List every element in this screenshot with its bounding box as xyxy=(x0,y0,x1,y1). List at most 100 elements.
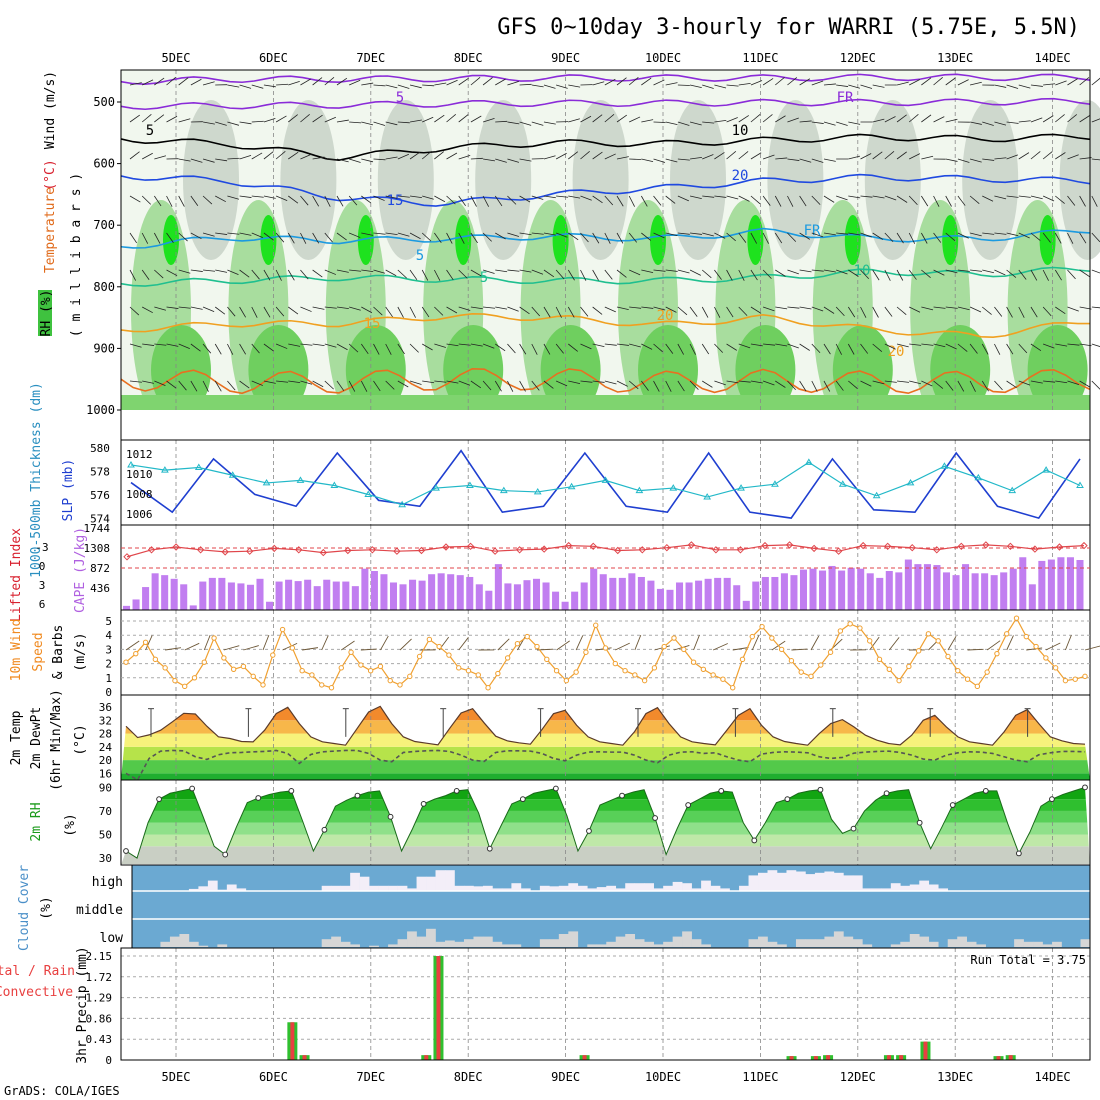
date-label-bottom: 11DEC xyxy=(742,1070,778,1084)
wind-barb xyxy=(775,157,788,160)
wind10m-panel: 012 345 10m Wind Speed & Barbs (m/s) xyxy=(9,609,1100,699)
date-label-bottom: 14DEC xyxy=(1035,1070,1071,1084)
wind-barb xyxy=(884,343,896,350)
wind-barb xyxy=(1042,115,1054,123)
wind-barb xyxy=(568,118,580,123)
wind-barb xyxy=(811,232,824,238)
wind-barb xyxy=(580,232,589,243)
wind-barb xyxy=(507,343,516,354)
wind-barb xyxy=(653,121,666,123)
wind-barb xyxy=(531,343,538,355)
thickness-marker xyxy=(703,493,712,500)
wind-barb xyxy=(519,83,532,86)
cloud-bar-high xyxy=(407,888,417,891)
cape-bar xyxy=(685,582,693,610)
wind-barb xyxy=(872,269,880,281)
thickness-tick-label: 578 xyxy=(90,466,110,479)
thickness-marker xyxy=(364,490,373,497)
thickness-marker xyxy=(228,471,237,478)
temp-unit-label: (°C) xyxy=(73,724,88,755)
isotherm-label: 10 xyxy=(854,263,871,279)
cloud-bar-low xyxy=(1014,939,1024,947)
wind-speed-marker xyxy=(867,638,873,644)
wind-barb xyxy=(288,151,299,160)
wind-barb xyxy=(1079,77,1090,86)
panel-frame xyxy=(120,947,1091,1061)
wind-barb-10m xyxy=(575,635,584,651)
wind-barb xyxy=(580,380,593,383)
wind-barb xyxy=(300,195,309,206)
wind-axis-label-1: 10m Wind xyxy=(9,619,24,682)
wind-barb xyxy=(543,380,554,389)
wind-barb xyxy=(665,306,677,313)
wind-barb xyxy=(629,158,642,160)
wind-barb xyxy=(336,343,348,351)
wind-barb xyxy=(190,306,203,310)
wind-barb xyxy=(519,306,530,315)
wind-barb xyxy=(422,195,434,200)
wind-barb xyxy=(227,269,239,275)
precip-convective-bar xyxy=(436,956,441,1060)
wind-speed-marker xyxy=(583,649,589,655)
slp-tick-label: 1010 xyxy=(126,468,153,481)
cape-bar xyxy=(532,578,541,610)
wind-barb xyxy=(1018,152,1030,160)
wind-speed-marker xyxy=(221,655,227,661)
wind-barb xyxy=(507,81,519,86)
cape-bar xyxy=(599,574,607,610)
wind-speed-marker xyxy=(485,685,491,691)
wind-barb xyxy=(750,343,763,347)
wind-barb-10m xyxy=(262,634,270,651)
wind-barb xyxy=(312,114,323,123)
wind-barb xyxy=(470,195,477,207)
wind-barb xyxy=(848,232,861,236)
wind-barb xyxy=(811,269,824,272)
isotherm-line xyxy=(120,368,1091,395)
rh-marker xyxy=(751,837,758,844)
wind-barb xyxy=(227,380,236,391)
wind-barb xyxy=(945,232,956,242)
wind-barb xyxy=(178,269,191,274)
wind-speed-marker xyxy=(573,669,579,675)
wind-barb xyxy=(555,306,562,318)
wind-barb xyxy=(823,232,836,236)
wind-barb xyxy=(896,151,907,160)
wind-speed-marker xyxy=(886,666,892,672)
wind-barb xyxy=(628,195,635,207)
cloud-bar-low xyxy=(511,944,522,947)
wind-barb xyxy=(1042,306,1052,317)
wind-barb xyxy=(811,121,824,124)
wind-barb xyxy=(166,115,178,123)
rh-marker xyxy=(156,796,162,803)
wind-barb xyxy=(580,150,590,160)
date-label-bottom: 13DEC xyxy=(937,1070,973,1084)
wind-barb xyxy=(470,380,482,389)
wind-barb xyxy=(641,380,649,391)
wind-barb xyxy=(263,269,271,281)
li-marker xyxy=(491,547,499,555)
cloud-bar-high xyxy=(539,885,550,891)
cape-bar xyxy=(418,580,426,610)
cape-bar xyxy=(847,567,855,610)
wind-barb xyxy=(641,343,653,350)
wind-barb xyxy=(982,232,995,235)
wind-barb xyxy=(519,380,526,392)
wind-barb xyxy=(495,306,508,310)
date-label-top: 14DEC xyxy=(1035,51,1071,65)
wind-barb xyxy=(202,380,209,392)
wind-barb xyxy=(677,158,690,161)
rh-gray-area xyxy=(962,100,1019,260)
wind-barb xyxy=(312,380,324,388)
cloud-bar-low xyxy=(805,939,816,947)
wind-barb xyxy=(239,232,252,236)
precip-convective-bar xyxy=(826,1055,831,1060)
wind-speed-marker xyxy=(906,663,912,670)
cape-bar xyxy=(1028,584,1036,610)
wind-barb xyxy=(726,269,733,281)
wind-barb xyxy=(555,269,565,280)
cape-tick-label: 436 xyxy=(90,582,110,595)
cape-bar xyxy=(561,601,569,610)
cloud-bar-high xyxy=(691,888,702,891)
wind-barb xyxy=(1067,154,1079,160)
wind-barb xyxy=(884,269,891,281)
